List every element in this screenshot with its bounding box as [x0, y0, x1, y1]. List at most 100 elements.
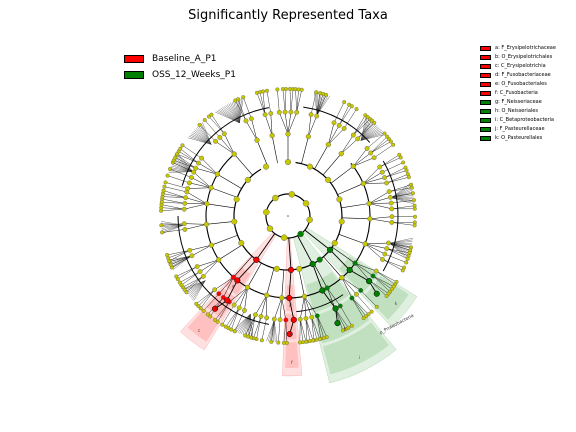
leaf-fan-line [200, 123, 212, 145]
leaf-fan-line [389, 243, 412, 246]
tree-edge [305, 318, 308, 342]
highlight-node [224, 297, 231, 304]
tree-edge [305, 318, 311, 342]
ring-arc [303, 106, 371, 143]
tree-leaf [349, 323, 354, 328]
leaf-fan-line [219, 108, 240, 124]
tree-leaf [161, 188, 166, 193]
tree-edge [206, 221, 235, 225]
tree-node [276, 109, 282, 115]
leaf-fan-line [360, 118, 370, 141]
tree-node [194, 264, 200, 269]
tree-edge [167, 175, 190, 184]
tree-leaf [159, 223, 164, 228]
highlight-edge [329, 249, 351, 271]
leaf-fan-line [391, 197, 415, 205]
tree-edge [354, 263, 374, 277]
tree-edge [341, 277, 353, 299]
tree-node [268, 111, 274, 116]
tree-leaf [404, 260, 409, 265]
tree-edge [170, 255, 192, 265]
tree-leaf [410, 191, 415, 196]
leaf-fan-line [266, 320, 275, 342]
tree-edge [167, 250, 190, 256]
tree-leaf [220, 322, 225, 327]
tree-edge [305, 318, 314, 341]
tree-node [306, 163, 313, 170]
highlight-letter: i [359, 355, 360, 360]
leaf-fan-line [220, 107, 240, 124]
tree-leaf [162, 184, 167, 189]
tree-edge [287, 112, 292, 135]
leaf-fan-line [237, 313, 251, 333]
tree-edge [162, 229, 185, 233]
tree-node [244, 284, 251, 290]
leaf-fan-line [391, 188, 413, 198]
tree-edge [177, 266, 198, 280]
tree-edge [162, 193, 186, 198]
tree-leaf [243, 333, 248, 338]
tree-edge [217, 174, 242, 189]
highlight-band [314, 297, 370, 344]
highlight-edge [304, 229, 331, 251]
leaf-fan-line [391, 196, 414, 198]
tree-edge [389, 187, 412, 192]
tree-node [336, 123, 342, 128]
tree-edge [363, 171, 383, 184]
tree-edge [353, 115, 366, 136]
tree-edge [365, 242, 389, 245]
tree-node [213, 138, 218, 144]
tree-node [220, 295, 226, 300]
leaf-fan-line [194, 129, 212, 145]
tree-node [212, 287, 218, 293]
tree-node [242, 308, 247, 313]
highlight-edge [312, 263, 323, 291]
tree-node [350, 163, 356, 169]
tree-edge [243, 97, 252, 119]
tree-edge [328, 122, 335, 145]
tree-edge [256, 139, 268, 167]
leaf-fan-line [217, 109, 240, 124]
leaf-fan-line [225, 105, 240, 123]
tree-edge [353, 157, 375, 167]
leaf-fan-line [202, 122, 212, 145]
tree-edge [338, 234, 366, 245]
clade-legend-label: h: O_Neisseriales [495, 108, 538, 114]
tree-edge [234, 310, 245, 332]
tree-edge [389, 184, 412, 192]
tree-leaf [342, 100, 347, 105]
chart-title: Significantly Represented Taxa [188, 8, 388, 23]
tree-node [297, 230, 304, 238]
tree-node [216, 291, 222, 297]
tree-node [355, 136, 361, 142]
group-legend-swatch-oss [124, 71, 144, 79]
highlight-node [373, 290, 380, 297]
tree-leaf [269, 339, 274, 344]
highlight-letter: f [291, 360, 293, 365]
tree-edge [282, 89, 286, 113]
tree-edge [193, 171, 212, 188]
clade-legend-entry: c: C_Erysipelotrichia [480, 62, 556, 71]
highlight-edge [322, 290, 336, 309]
tree-node [264, 292, 270, 298]
tree-node [269, 132, 275, 139]
leaf-fan-line [192, 132, 212, 145]
clade-legend-label: a: F_Erysipelotrichaceae [495, 45, 556, 51]
clade-legend-swatch [480, 136, 491, 141]
tree-edge [173, 160, 196, 169]
ring-arc [181, 107, 269, 186]
tree-edge [259, 92, 266, 115]
clade-legend-entry: e: O_Fusobacteriales [480, 80, 556, 89]
tree-node [294, 109, 300, 115]
highlight-letter: j [366, 278, 368, 283]
tree-leaf [275, 87, 280, 92]
leaf-fan-line [316, 92, 319, 116]
leaf-fan-line [222, 107, 240, 123]
leaf-fan-line [177, 153, 193, 172]
leaf-fan-line [389, 239, 413, 244]
tree-edge [296, 89, 299, 113]
leaf-fan-line [228, 103, 240, 123]
ring-arc [382, 160, 399, 272]
tree-edge [328, 125, 340, 145]
tree-edge [357, 122, 375, 139]
